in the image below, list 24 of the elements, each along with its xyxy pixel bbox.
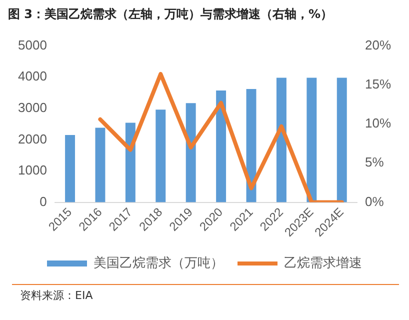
legend-label: 美国乙烷需求（万吨） (94, 254, 224, 271)
y-tick-label: 0 (40, 194, 47, 209)
bar (336, 78, 347, 202)
y-tick-label: 2000 (18, 131, 47, 146)
y2-tick-label: 20% (364, 37, 392, 52)
y-tick-label: 5000 (18, 37, 47, 52)
y2-tick-label: 15% (364, 76, 392, 92)
bar (65, 134, 76, 202)
y-tick-label: 1000 (18, 162, 47, 178)
bar (276, 78, 286, 202)
y2-tick-label: 0% (364, 194, 384, 209)
legend-label: 乙烷需求增速 (284, 256, 362, 271)
bar (216, 90, 226, 202)
bar (125, 122, 136, 202)
chart-title: 图 3：美国乙烷需求（左轴，万吨）与需求增速（右轴，%） (8, 6, 333, 23)
y2-tick-label: 10% (364, 116, 392, 131)
bar (156, 110, 166, 202)
bar (186, 103, 196, 202)
text: 资料来源：EIA (20, 288, 93, 303)
y2-tick-label: 5% (364, 154, 384, 170)
y-tick-label: 3000 (18, 100, 47, 115)
bar (95, 128, 106, 202)
y-tick-label: 4000 (18, 68, 47, 84)
bar (306, 78, 317, 202)
